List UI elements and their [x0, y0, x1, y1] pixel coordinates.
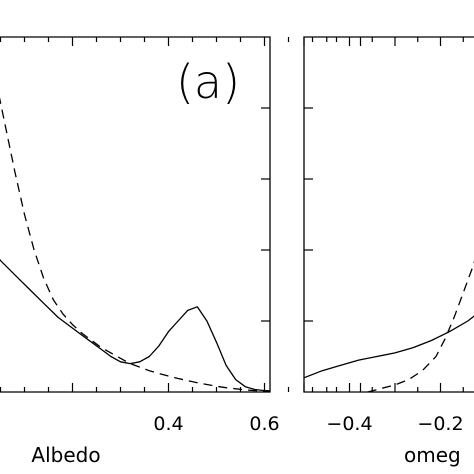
panel-a-x-axis-title: Albedo — [31, 443, 100, 467]
series-dashed-line — [0, 97, 270, 392]
panel-b-ticks — [303, 37, 464, 392]
panel-b-plot-area — [304, 260, 474, 392]
x-tick-label: 0.4 — [153, 413, 183, 435]
x-tick-label: −0.4 — [326, 413, 372, 435]
panel-a-frame — [0, 36, 271, 393]
panel-a-plot-area — [0, 97, 270, 392]
series-solid-line — [304, 315, 474, 379]
series-dashed-line — [367, 260, 474, 392]
panel-b-x-axis-title: omeg — [404, 443, 461, 467]
panel-a-x-tick-labels: 0.4 0.6 — [153, 413, 279, 435]
x-tick-label: 0.6 — [249, 413, 279, 435]
panel-b-frame — [303, 36, 474, 393]
series-solid-line — [0, 258, 270, 392]
panel-a: 0.4 0.6 (a) Albedo — [0, 36, 362, 467]
panel-a-ticks — [0, 37, 362, 392]
panel-b: −0.4 −0.2 omeg — [303, 36, 474, 467]
x-tick-label: −0.2 — [417, 413, 463, 435]
panel-b-x-tick-labels: −0.4 −0.2 — [326, 413, 463, 435]
panel-a-label: (a) — [176, 55, 240, 109]
